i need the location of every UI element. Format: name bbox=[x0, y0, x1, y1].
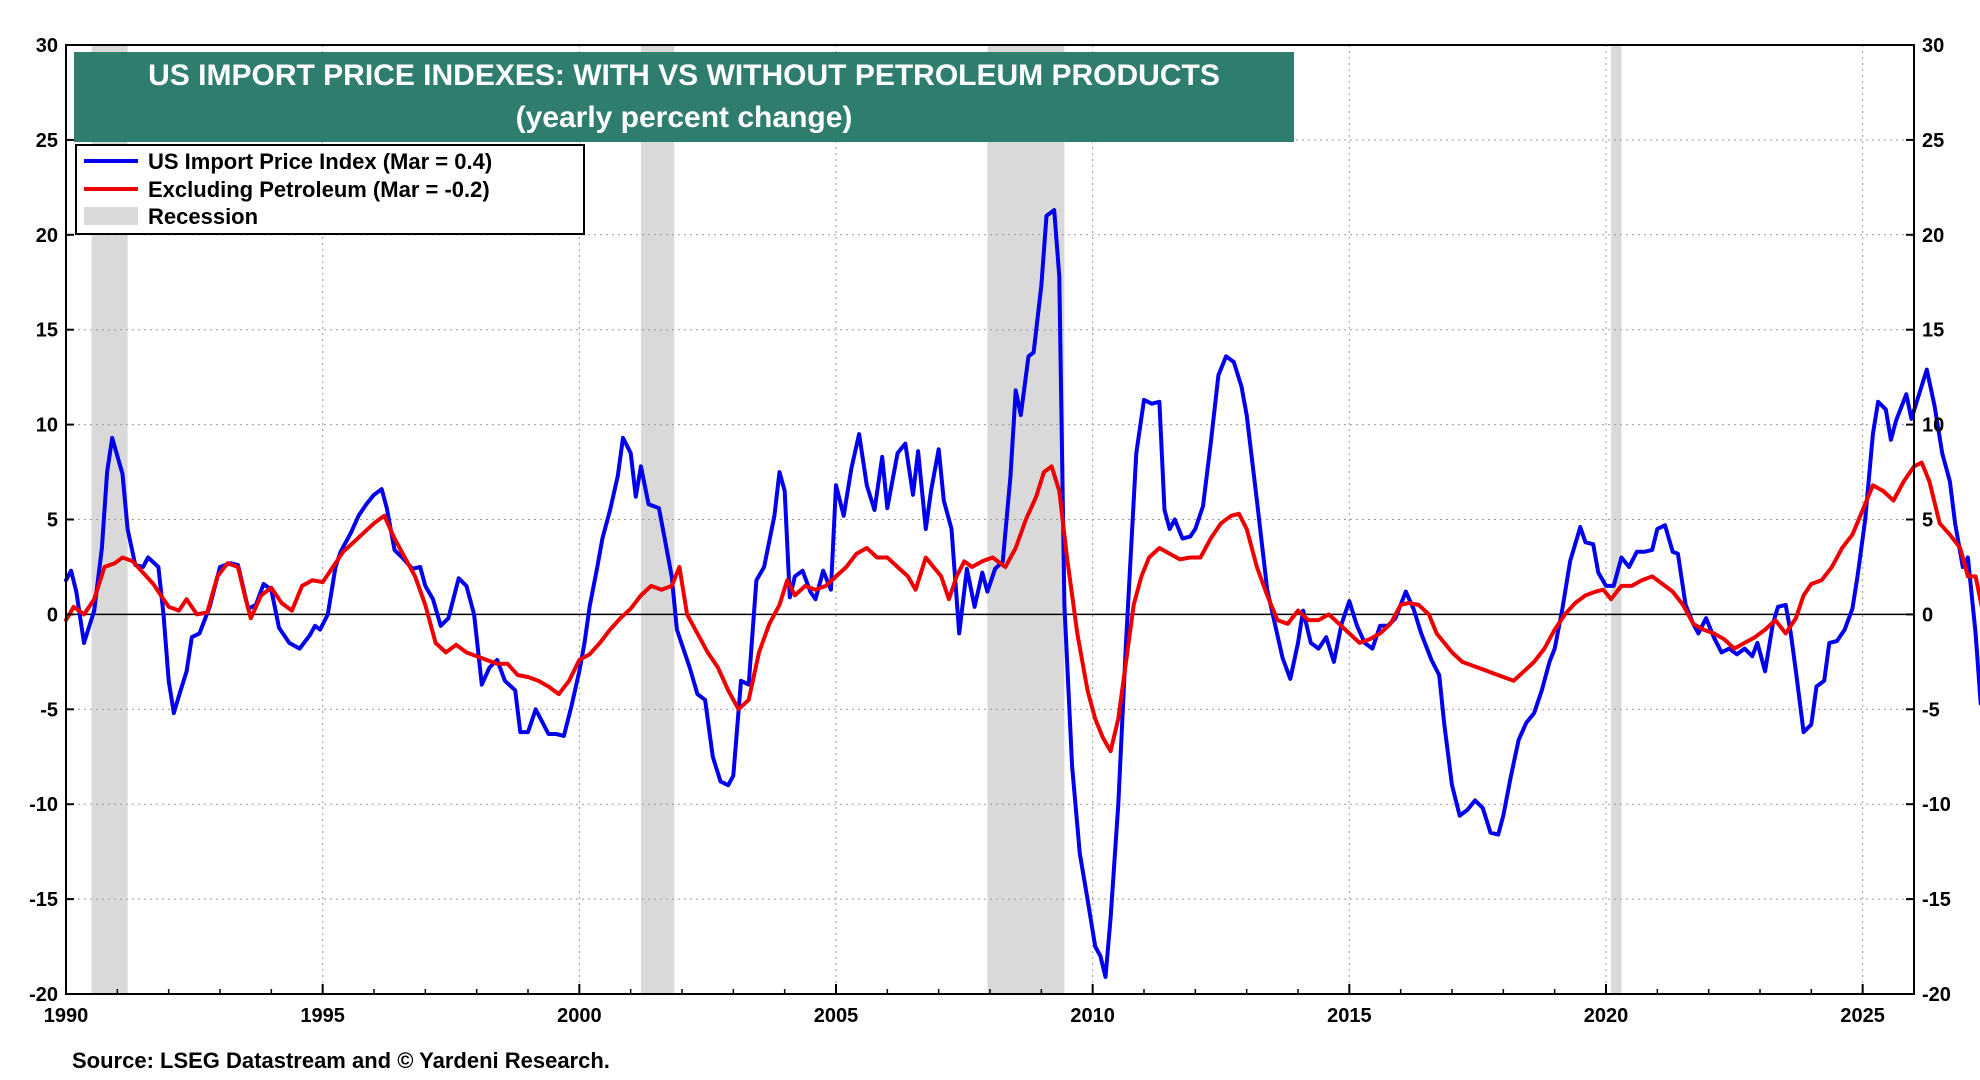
x-tick-label: 2025 bbox=[1840, 1005, 1885, 1027]
y-tick-label-right: 15 bbox=[1922, 320, 1944, 342]
recession-band-4 bbox=[1611, 45, 1622, 994]
legend-label-ex-petroleum: Excluding Petroleum (Mar = -0.2) bbox=[148, 177, 490, 202]
y-tick-label-left: 30 bbox=[36, 35, 58, 57]
series-lines bbox=[64, 208, 1980, 979]
y-tick-label-right: -10 bbox=[1922, 794, 1951, 816]
series-line-excluding-petroleum bbox=[64, 460, 1980, 754]
y-tick-label-left: 5 bbox=[47, 510, 58, 532]
x-tick-label: 2010 bbox=[1070, 1005, 1115, 1027]
y-tick-label-right: -5 bbox=[1922, 699, 1940, 721]
legend-box bbox=[75, 144, 585, 235]
y-tick-label-left: -5 bbox=[40, 699, 58, 721]
x-tick-label: 1995 bbox=[300, 1005, 345, 1027]
y-tick-label-left: 20 bbox=[36, 225, 58, 247]
y-tick-label-right: 10 bbox=[1922, 415, 1944, 437]
x-tick-label: 2020 bbox=[1584, 1005, 1629, 1027]
legend-label-recession: Recession bbox=[148, 204, 258, 229]
x-tick-label: 1990 bbox=[44, 1005, 89, 1027]
y-tick-label-left: -20 bbox=[29, 984, 58, 1006]
chart-subtitle: (yearly percent change) bbox=[516, 101, 853, 134]
legend: US Import Price Index (Mar = 0.4) Exclud… bbox=[75, 144, 585, 235]
x-tick-label: 2015 bbox=[1327, 1005, 1372, 1027]
title-box: US IMPORT PRICE INDEXES: WITH VS WITHOUT… bbox=[74, 52, 1294, 142]
y-tick-label-right: -15 bbox=[1922, 889, 1951, 911]
y-tick-label-right: 5 bbox=[1922, 510, 1933, 532]
title-background bbox=[74, 52, 1294, 142]
x-tick-label: 2000 bbox=[557, 1005, 602, 1027]
y-tick-label-left: 10 bbox=[36, 415, 58, 437]
y-tick-label-right: 0 bbox=[1922, 604, 1933, 626]
y-tick-label-right: -20 bbox=[1922, 984, 1951, 1006]
y-tick-label-left: 15 bbox=[36, 320, 58, 342]
y-tick-label-left: -10 bbox=[29, 794, 58, 816]
y-tick-label-left: 25 bbox=[36, 130, 58, 152]
source-note: Source: LSEG Datastream and © Yardeni Re… bbox=[72, 1048, 610, 1073]
y-tick-label-left: -15 bbox=[29, 889, 58, 911]
recession-band-2 bbox=[640, 45, 675, 994]
y-tick-label-right: 25 bbox=[1922, 130, 1944, 152]
legend-label-import: US Import Price Index (Mar = 0.4) bbox=[148, 149, 492, 174]
x-tick-label: 2005 bbox=[814, 1005, 859, 1027]
chart-title: US IMPORT PRICE INDEXES: WITH VS WITHOUT… bbox=[148, 59, 1220, 92]
legend-swatch-recession bbox=[84, 207, 138, 225]
y-tick-label-left: 0 bbox=[47, 604, 58, 626]
y-tick-label-right: 30 bbox=[1922, 35, 1944, 57]
y-tick-label-right: 20 bbox=[1922, 225, 1944, 247]
